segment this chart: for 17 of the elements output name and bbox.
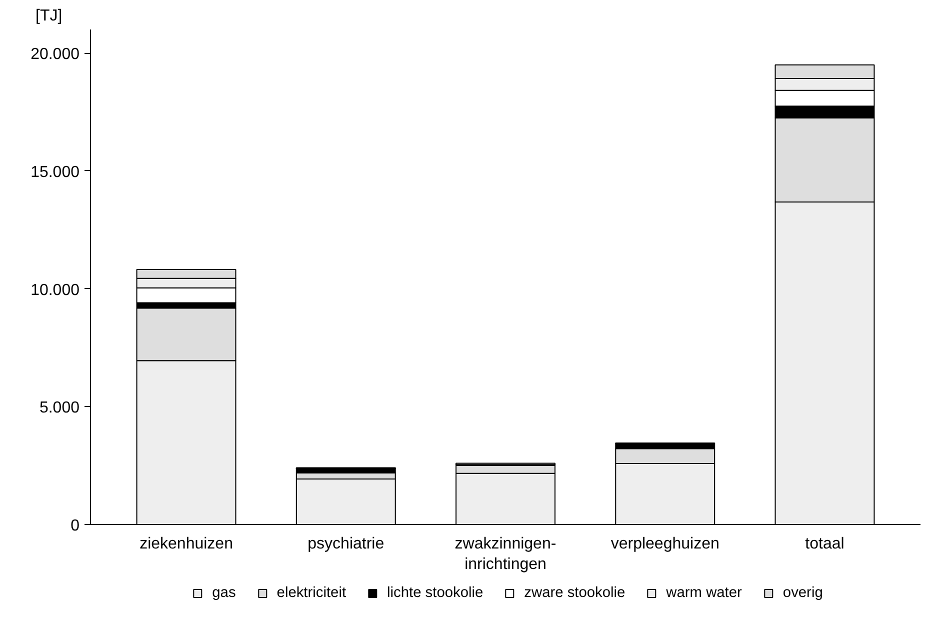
y-tick-label: 15.000 [30,164,80,181]
x-tick-label: ziekenhuizen [140,536,233,552]
x-tick-label: psychiatrie [308,536,384,552]
legend-label: overig [782,585,823,601]
legend-label: warm water [666,585,742,601]
legend-label: gas [212,585,236,601]
y-tick-label: 20.000 [30,46,80,64]
legend-label: lichte stookolie [387,585,484,601]
x-tick-label: totaal [805,536,844,552]
x-tick-label: zwakzinnigen-inrichtingen [454,536,556,573]
y-tick-label: 5.000 [39,400,80,417]
y-tick-label: 10.000 [30,282,80,299]
x-tick-label: verpleeghuizen [610,536,720,552]
legend-label: zware stookolie [524,585,626,601]
y-tick-label: 0 [70,518,80,534]
y-axis-title: [TJ] [36,8,62,24]
legend-label: elektriciteit [276,585,346,601]
